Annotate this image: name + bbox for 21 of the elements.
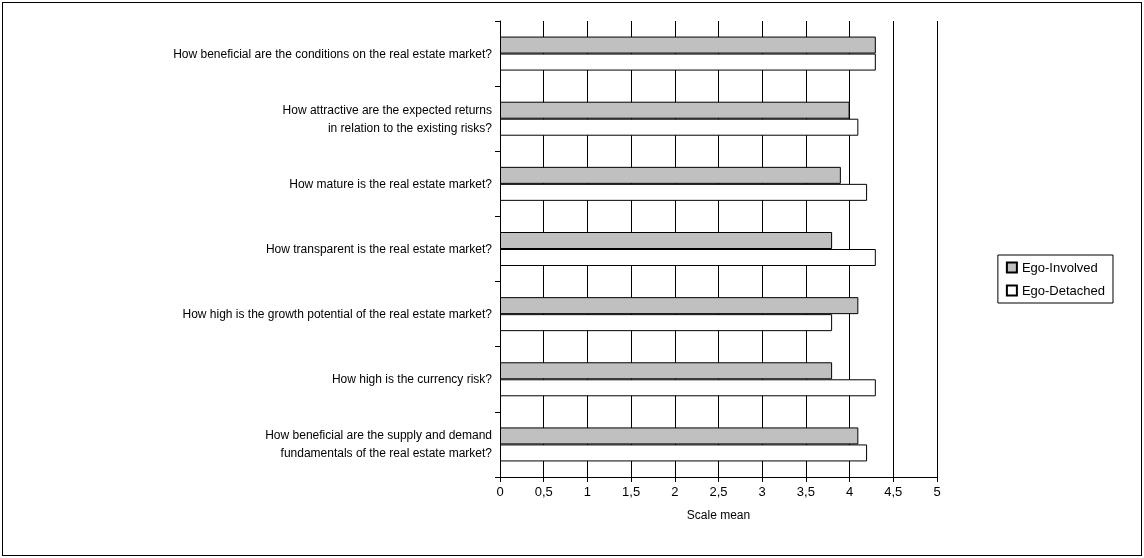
y-tick-label: How mature is the real estate market? bbox=[289, 176, 493, 191]
y-tick-label: How beneficial are the conditions on the real estate market? bbox=[173, 46, 493, 61]
x-tick-label: 1,5 bbox=[622, 484, 641, 499]
y-tick-label: How high is the currency risk? bbox=[331, 372, 493, 387]
x-axis-title: Scale mean bbox=[686, 508, 751, 522]
x-tick-label: 5 bbox=[933, 484, 941, 499]
x-tick-label: 2 bbox=[671, 484, 679, 499]
x-tick-label: 1 bbox=[583, 484, 592, 499]
x-tick-label: 0 bbox=[496, 484, 504, 499]
y-tick-label: How high is the growth potential of the real estate market? bbox=[182, 307, 493, 322]
legend-label: Ego-Detached bbox=[1021, 283, 1106, 298]
x-tick-label: 3,5 bbox=[796, 484, 815, 499]
x-tick-label: 4,5 bbox=[884, 484, 903, 499]
x-tick-label: 3 bbox=[758, 484, 766, 499]
x-tick-label: 2,5 bbox=[709, 484, 728, 499]
y-tick-label: How transparent is the real estate market? bbox=[265, 242, 493, 256]
y-tick-label: How attractive are the expected returns in relation to the existing risks? bbox=[282, 102, 493, 135]
y-tick-label: How beneficial are the supply and demand fundamentals of the real estate market? bbox=[265, 428, 493, 461]
legend-label: Ego-Involved bbox=[1021, 260, 1098, 275]
x-tick-label: 0,5 bbox=[534, 484, 553, 499]
x-tick-label: 4 bbox=[845, 484, 854, 499]
